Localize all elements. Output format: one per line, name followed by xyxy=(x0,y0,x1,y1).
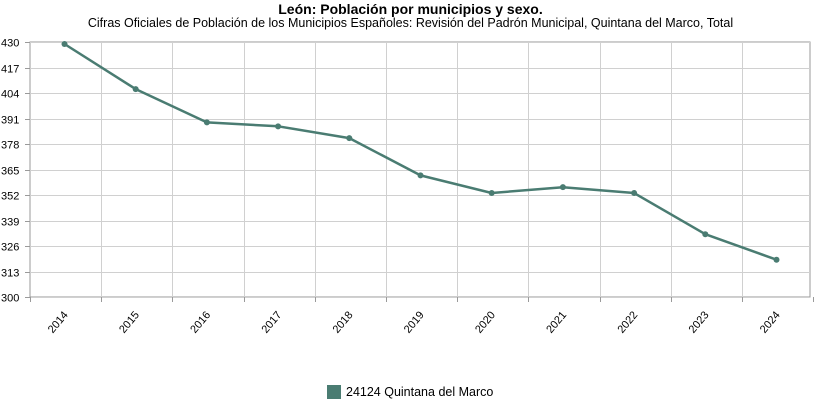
data-point xyxy=(702,231,709,238)
chart-title: León: Población por municipios y sexo. xyxy=(278,1,543,17)
y-tick-label: 430 xyxy=(1,38,19,50)
data-point xyxy=(417,172,424,179)
legend-swatch xyxy=(327,385,341,399)
legend-label: 24124 Quintana del Marco xyxy=(346,385,494,399)
data-point xyxy=(61,40,68,47)
x-tick-label: 2021 xyxy=(544,309,569,335)
series-line xyxy=(63,42,777,261)
y-tick-label: 313 xyxy=(1,268,19,280)
x-tick-label: 2024 xyxy=(758,309,783,335)
y-tick-label: 300 xyxy=(1,293,19,305)
y-tick-label: 417 xyxy=(1,64,19,76)
data-point xyxy=(631,190,638,197)
legend: 24124 Quintana del Marco xyxy=(327,385,493,399)
x-tick-label: 2014 xyxy=(46,309,71,335)
x-tick-label: 2022 xyxy=(615,309,640,335)
x-tick-label: 2016 xyxy=(188,309,213,335)
y-tick-label: 378 xyxy=(1,140,19,152)
y-tick-label: 352 xyxy=(1,191,19,203)
plot-frame xyxy=(29,41,811,298)
y-tick-label: 404 xyxy=(1,89,19,101)
y-tick-label: 326 xyxy=(1,242,19,254)
grid-lines xyxy=(29,41,811,298)
data-point xyxy=(346,135,353,142)
x-axis-ticks: 2014 2015 2016 2017 2018 2019 2020 2021 2022 2023… xyxy=(30,297,814,336)
y-tick-label: 391 xyxy=(1,115,19,127)
x-tick-label: 2019 xyxy=(402,309,427,335)
series-layer xyxy=(61,40,780,263)
data-point xyxy=(488,190,495,197)
data-point xyxy=(275,123,282,130)
data-point xyxy=(559,184,566,191)
chart-subtitle: Cifras Oficiales de Población de los Mun… xyxy=(87,16,734,30)
y-axis-ticks: 300 313 326 339 352 365 378 391 404 417 430 xyxy=(1,38,30,305)
y-tick-label: 365 xyxy=(1,166,19,178)
x-tick-label: 2020 xyxy=(473,309,498,335)
data-point xyxy=(773,256,780,263)
y-tick-label: 339 xyxy=(1,217,19,229)
data-point xyxy=(132,86,139,93)
x-tick-label: 2018 xyxy=(331,309,356,335)
x-tick-label: 2017 xyxy=(259,309,284,335)
data-point xyxy=(203,119,210,126)
x-tick-label: 2015 xyxy=(117,309,142,335)
x-tick-label: 2023 xyxy=(687,309,712,335)
